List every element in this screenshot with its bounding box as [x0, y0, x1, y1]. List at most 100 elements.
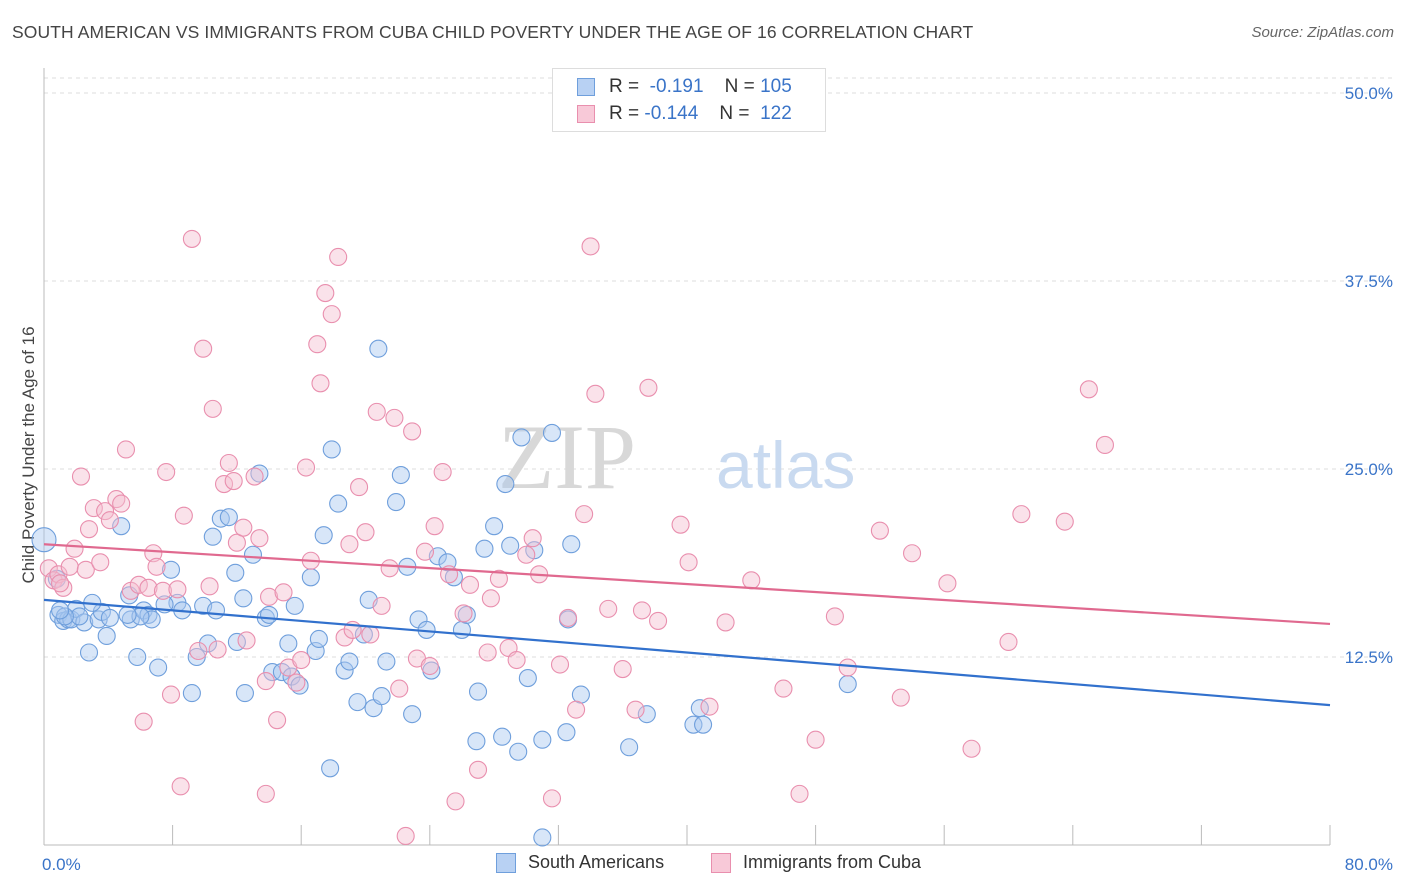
trend-line-south-americans	[43, 598, 1331, 707]
n-value: 105	[760, 76, 792, 97]
data-point	[386, 493, 406, 512]
data-point	[311, 374, 330, 393]
data-point	[377, 652, 396, 671]
data-point	[219, 508, 238, 527]
data-point	[292, 650, 311, 670]
data-point	[575, 505, 594, 524]
data-point	[425, 517, 444, 536]
data-point	[174, 506, 193, 525]
data-point	[296, 458, 316, 477]
data-point	[454, 604, 473, 623]
data-point	[161, 685, 181, 704]
x-tick-label: 0.0%	[42, 855, 81, 874]
data-point	[245, 467, 264, 486]
r-label: R =	[609, 76, 640, 97]
data-point	[742, 571, 761, 590]
data-point	[153, 581, 173, 600]
data-point	[460, 575, 480, 594]
data-point	[679, 553, 698, 572]
data-point	[55, 607, 74, 626]
data-point	[51, 574, 70, 593]
data-point	[321, 759, 340, 778]
data-point	[962, 739, 981, 758]
data-point	[512, 428, 531, 447]
data-point	[309, 629, 328, 649]
y-tick-labels: 12.5% 25.0% 37.5% 50.0%	[1345, 84, 1393, 667]
r-value: -0.144	[644, 103, 699, 124]
data-point	[356, 523, 375, 542]
data-point	[118, 605, 137, 624]
data-point	[134, 712, 153, 731]
r-label: R =	[609, 103, 640, 124]
data-point	[396, 826, 415, 846]
data-point	[139, 578, 158, 597]
data-point	[144, 544, 163, 563]
y-tick-label: 12.5%	[1345, 648, 1393, 667]
data-point	[268, 711, 287, 730]
data-point	[65, 539, 84, 558]
data-point	[335, 661, 354, 680]
x-tick-label: 80.0%	[1345, 855, 1393, 874]
data-point	[287, 673, 306, 692]
data-point	[671, 515, 690, 534]
watermark-zip: ZIP	[498, 406, 636, 508]
data-point	[198, 634, 218, 653]
chart-title: SOUTH AMERICAN VS IMMIGRANTS FROM CUBA C…	[12, 22, 974, 42]
data-point	[116, 440, 136, 459]
data-point	[200, 577, 219, 596]
data-point	[182, 684, 201, 703]
legend-item-south-americans[interactable]: South Americans	[496, 852, 664, 873]
data-point	[571, 685, 590, 704]
data-point	[206, 601, 226, 620]
data-point	[91, 553, 110, 572]
data-point	[367, 402, 386, 421]
data-point	[806, 730, 825, 749]
data-point	[51, 601, 70, 620]
data-point	[639, 378, 658, 397]
data-point	[161, 560, 181, 579]
data-point	[550, 655, 570, 674]
data-point	[1095, 435, 1114, 455]
n-label: N =	[719, 103, 750, 124]
data-point	[84, 499, 103, 518]
data-point	[557, 723, 576, 742]
data-point	[372, 596, 391, 615]
data-point	[274, 583, 293, 602]
data-point	[468, 760, 488, 779]
data-point	[250, 464, 269, 483]
data-point	[224, 472, 243, 491]
data-point	[694, 715, 713, 734]
data-point	[71, 467, 91, 486]
data-point	[567, 700, 586, 719]
data-point	[517, 545, 536, 564]
data-point	[562, 535, 581, 554]
data-point	[415, 542, 435, 561]
data-point	[203, 399, 222, 418]
data-point	[533, 730, 552, 749]
data-point	[369, 339, 388, 358]
chart-source: Source: ZipAtlas.com	[1251, 24, 1394, 41]
data-point	[403, 422, 422, 441]
data-point	[489, 569, 508, 588]
data-point	[234, 518, 253, 537]
data-point	[938, 574, 957, 593]
data-point	[75, 613, 94, 632]
data-point	[60, 557, 79, 576]
data-point	[774, 679, 793, 698]
y-tick-label: 50.0%	[1345, 84, 1393, 103]
data-point	[96, 502, 115, 521]
data-point	[149, 658, 168, 677]
data-point	[433, 462, 452, 482]
data-point	[329, 494, 348, 513]
data-point	[891, 688, 910, 707]
data-point	[256, 784, 275, 803]
y-tick-label: 25.0%	[1345, 460, 1393, 479]
legend-item-immigrants-from-cuba[interactable]: Immigrants from Cuba	[711, 852, 921, 873]
data-point	[227, 533, 246, 552]
data-point	[340, 652, 359, 671]
stats-row-south-americans: R = -0.191 N = 105	[577, 74, 792, 100]
data-point	[290, 676, 309, 695]
data-point	[649, 611, 668, 630]
data-point	[838, 675, 857, 694]
data-point	[586, 384, 605, 403]
